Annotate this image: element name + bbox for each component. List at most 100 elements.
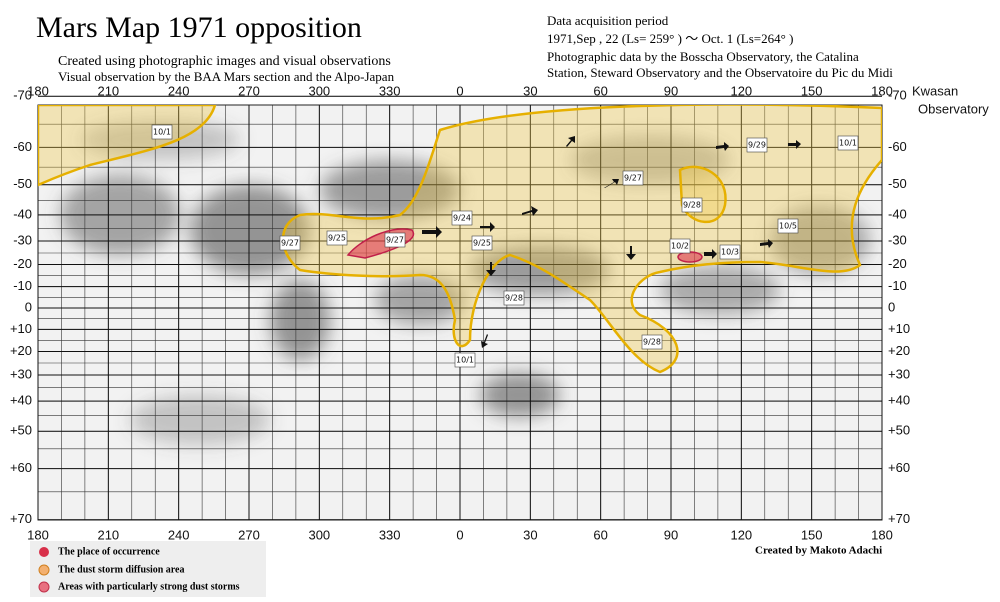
date-annotation: 9/29	[748, 141, 766, 150]
annotation-tag	[837, 135, 859, 151]
longitude-label: 210	[97, 527, 119, 542]
longitude-label: 60	[593, 527, 607, 542]
longitude-label: 330	[379, 83, 401, 98]
latitude-label: -10	[888, 278, 907, 293]
date-annotation: 10/1	[839, 139, 857, 148]
observatory-label: Observatory	[918, 101, 989, 116]
annotation-tag	[471, 235, 493, 251]
legend-label: The dust storm diffusion area	[58, 564, 185, 575]
date-annotation: 9/27	[624, 174, 642, 183]
date-annotation: 10/5	[779, 222, 797, 231]
longitude-label: 270	[238, 527, 260, 542]
legend-box	[30, 541, 266, 597]
legend-marker	[39, 547, 49, 557]
motion-arrows	[422, 136, 801, 348]
date-annotation: 9/24	[453, 214, 471, 223]
longitude-label: 30	[523, 527, 537, 542]
info-line: Station, Steward Observatory and the Obs…	[547, 65, 893, 80]
longitude-label: 90	[664, 83, 678, 98]
annotation-tag	[777, 218, 799, 234]
latitude-label: -60	[888, 139, 907, 154]
longitude-label: 120	[730, 527, 752, 542]
date-annotation: 9/28	[505, 294, 523, 303]
date-annotation: 10/3	[721, 248, 739, 257]
latitude-label: -60	[13, 139, 32, 154]
date-annotation: 10/1	[456, 356, 474, 365]
annotation-tag	[622, 170, 644, 186]
annotation-tag	[279, 235, 301, 251]
longitude-label: 330	[379, 527, 401, 542]
latitude-label: -70	[888, 88, 907, 103]
latitude-label: -20	[888, 256, 907, 271]
date-annotation: 10/2	[671, 242, 689, 251]
annotation-tag	[326, 230, 348, 246]
legend-marker	[38, 564, 50, 576]
latitude-label: 0	[888, 299, 895, 314]
date-annotation: 10/1	[153, 128, 171, 137]
observatory-label: Kwasan	[912, 83, 958, 98]
latitude-label: -40	[13, 206, 32, 221]
longitude-label: 300	[308, 527, 330, 542]
latitude-label: +20	[888, 343, 910, 358]
longitude-label: 210	[97, 83, 119, 98]
date-annotation: 9/27	[281, 239, 299, 248]
legend-marker	[38, 581, 50, 593]
latitude-label: -30	[13, 232, 32, 247]
info-line: Photographic data by the Bosscha Observa…	[547, 49, 859, 64]
annotation-tag	[719, 244, 741, 260]
longitude-label: 0	[456, 527, 463, 542]
longitude-label: 180	[27, 527, 49, 542]
annotation-tag	[454, 352, 476, 368]
longitude-label: 180	[871, 527, 893, 542]
latitude-label: +60	[888, 460, 910, 475]
latitude-label: +70	[888, 511, 910, 526]
credit: Created by Makoto Adachi	[755, 545, 882, 557]
date-annotation: 9/25	[473, 239, 491, 248]
longitude-label: 240	[168, 83, 190, 98]
latitude-label: +30	[10, 366, 32, 381]
longitude-label: 0	[456, 83, 463, 98]
longitude-label: 300	[308, 83, 330, 98]
latitude-label: +50	[888, 423, 910, 438]
latitude-label: +10	[888, 321, 910, 336]
longitude-label: 90	[664, 527, 678, 542]
legend-label: The place of occurrence	[58, 546, 160, 557]
latitude-label: -50	[13, 176, 32, 191]
legend-label: Areas with particularly strong dust stor…	[58, 581, 240, 592]
latitude-label: +40	[888, 393, 910, 408]
annotation-tag	[641, 334, 663, 350]
latitude-label: +60	[10, 460, 32, 475]
latitude-label: +50	[10, 423, 32, 438]
annotation-tag	[151, 124, 173, 140]
date-annotation: 9/27	[386, 236, 404, 245]
longitude-label: 240	[168, 527, 190, 542]
latitude-label: -50	[888, 176, 907, 191]
latitude-label: 0	[25, 299, 32, 314]
latitude-label: -10	[13, 278, 32, 293]
subtitle: Visual observation by the BAA Mars secti…	[58, 69, 395, 84]
subtitle: Created using photographic images and vi…	[58, 54, 391, 69]
info-line: Data acquisition period	[547, 13, 669, 28]
longitude-label: 150	[801, 527, 823, 542]
title: Mars Map 1971 opposition	[36, 11, 362, 44]
info-line: 1971,Sep , 22 (Ls= 259° ) ～ Oct. 1 (Ls=2…	[547, 31, 793, 46]
date-annotation: 9/28	[643, 338, 661, 347]
longitude-label: 120	[730, 83, 752, 98]
grid	[37, 95, 883, 521]
latitude-label: +70	[10, 511, 32, 526]
annotation-tag	[451, 210, 473, 226]
albedo-features	[60, 120, 870, 445]
annotation-tag	[503, 290, 525, 306]
latitude-label: +30	[888, 366, 910, 381]
longitude-label: 180	[871, 83, 893, 98]
longitude-label: 30	[523, 83, 537, 98]
annotation-tag	[681, 197, 703, 213]
annotation-tag	[669, 238, 691, 254]
latitude-label: -20	[13, 256, 32, 271]
longitude-label: 60	[593, 83, 607, 98]
date-annotation: 9/28	[683, 201, 701, 210]
latitude-label: +10	[10, 321, 32, 336]
longitude-label: 270	[238, 83, 260, 98]
